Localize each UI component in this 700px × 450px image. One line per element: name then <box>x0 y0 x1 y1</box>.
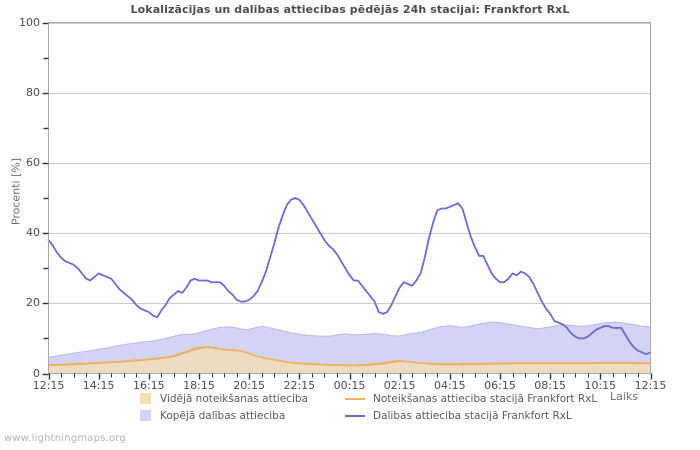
chart-title: Lokalizācijas un dalibas attiecibas pēdē… <box>130 3 570 16</box>
legend-row: Kopējā dalības attieciba Dalibas attiecib… <box>140 408 660 423</box>
line-station_detection_ratio <box>47 346 652 366</box>
chart-legend: Vidējā noteikšanas attieciba Noteikšanas … <box>140 391 660 425</box>
y-tick-label-80: 80 <box>26 85 40 99</box>
y-tick-label-40: 40 <box>26 226 40 240</box>
x-tick-label-7: 02:15 <box>383 379 416 392</box>
legend-label: Noteikšanas attieciba stacijā Frankfort … <box>373 392 598 405</box>
legend-swatch-line-icon <box>345 414 365 417</box>
axis-lines <box>48 22 651 374</box>
x-tick-label-2: 16:15 <box>132 379 165 392</box>
line-station_participation_ratio <box>47 197 652 356</box>
y-tick-label-20: 20 <box>26 296 40 310</box>
legend-swatch-line-icon <box>345 397 365 400</box>
x-tick-label-6: 00:15 <box>333 379 366 392</box>
legend-item-total_participation_ratio[interactable]: Kopējā dalības attieciba <box>140 408 285 423</box>
legend-row: Vidējā noteikšanas attieciba Noteikšanas … <box>140 391 660 406</box>
x-tick-label-3: 18:15 <box>183 379 215 392</box>
x-tick-label-10: 08:15 <box>534 379 566 392</box>
x-tick-label-1: 14:15 <box>82 379 115 392</box>
legend-swatch-box-icon <box>140 393 151 404</box>
x-tick-label-8: 04:15 <box>433 379 466 392</box>
series-layer <box>47 197 652 374</box>
axis-ticks <box>42 22 653 380</box>
watermark: www.lightningmaps.org <box>4 433 126 444</box>
x-tick-label-9: 06:15 <box>484 379 516 392</box>
legend-item-station_participation_ratio[interactable]: Dalibas attieciba stacijā Frankfort RxL <box>345 408 572 423</box>
legend-item-avg_detection_ratio[interactable]: Vidējā noteikšanas attieciba <box>140 391 308 406</box>
legend-label: Kopējā dalības attieciba <box>160 409 286 422</box>
area-avg_detection_ratio <box>48 347 651 374</box>
legend-label: Vidējā noteikšanas attieciba <box>160 392 308 405</box>
x-tick-label-4: 20:15 <box>233 379 265 392</box>
legend-item-station_detection_ratio[interactable]: Noteikšanas attieciba stacijā Frankfort … <box>345 391 597 406</box>
x-tick-label-5: 22:15 <box>283 379 316 392</box>
y-tick-label-60: 60 <box>26 155 40 169</box>
y-tick-label-100: 100 <box>19 15 40 29</box>
legend-label: Dalibas attieciba stacijā Frankfort RxL <box>373 409 572 422</box>
x-tick-label-11: 10:15 <box>584 379 617 392</box>
area-edge-total_participation_ratio <box>48 321 651 358</box>
x-tick-label-12: 12:15 <box>634 379 667 392</box>
x-axis-label: Laiks <box>610 390 639 403</box>
legend-swatch-box-icon <box>140 410 151 421</box>
x-tick-label-0: 12:15 <box>32 379 65 392</box>
y-tick-label-0: 0 <box>33 366 40 380</box>
gridlines <box>48 23 651 304</box>
